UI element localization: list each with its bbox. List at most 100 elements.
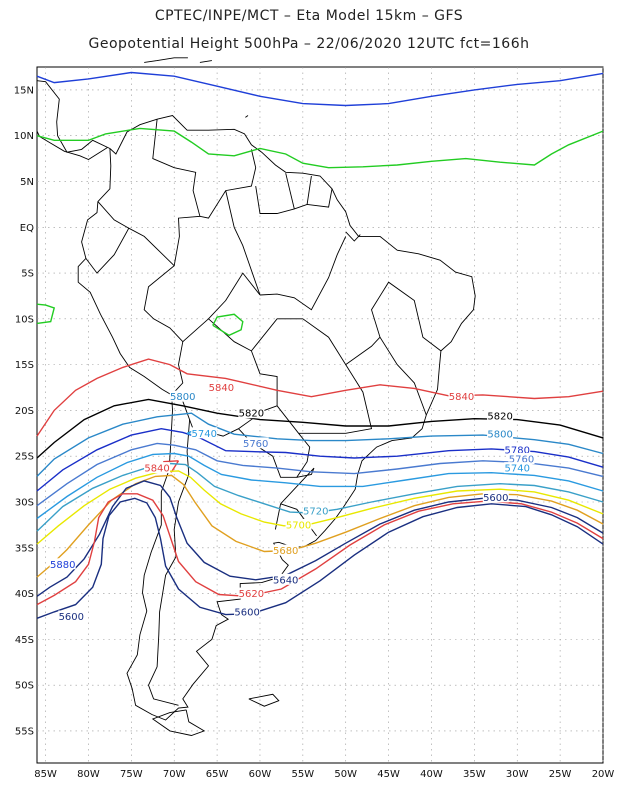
coastline-or-border (199, 60, 212, 63)
contour-label-background (487, 409, 514, 421)
contour-label-5600: 5600 (59, 612, 84, 623)
contour-label-background (482, 491, 509, 503)
contour-label-background (238, 407, 265, 419)
coastline-or-border (371, 281, 442, 416)
map-frame (36, 66, 604, 764)
lon-tick-label: 80W (77, 769, 100, 780)
contour-5620 (36, 493, 604, 606)
contour-label-5840: 5840 (144, 464, 169, 475)
contour-label-5760: 5760 (243, 439, 268, 450)
contour-label-5620: 5620 (239, 589, 264, 600)
coastline-or-border (251, 318, 381, 366)
lon-tick-label: 65W (206, 769, 229, 780)
contour-label-5820: 5820 (487, 411, 512, 422)
contour-label-5800: 5800 (487, 430, 512, 441)
coastline-or-border (245, 115, 249, 118)
lon-tick-label: 60W (249, 769, 272, 780)
coastline-or-border (148, 419, 191, 706)
contour-label-5700: 5700 (286, 520, 311, 531)
contour-label-5640: 5640 (273, 575, 298, 586)
contour-label-background (285, 518, 312, 530)
contour-5840 (36, 358, 604, 437)
contour-label-background (508, 452, 535, 464)
lat-tick-label: 25S (15, 452, 34, 463)
contour-label-background (504, 443, 531, 455)
lon-tick-label: 35W (463, 769, 486, 780)
coastline-or-border (152, 119, 201, 266)
contour-5780 (36, 427, 604, 492)
coastline-or-border (144, 57, 188, 63)
lat-tick-label: 30S (15, 498, 34, 509)
contour-label-background (272, 544, 299, 556)
contour-5720 (36, 462, 604, 532)
lat-tick-label: 35S (15, 543, 34, 554)
coastline-or-border (85, 227, 130, 274)
lat-tick-label: 5N (20, 177, 34, 188)
contour-label-5780: 5780 (505, 445, 530, 456)
coastline-or-border (306, 175, 312, 205)
contour-5880 (36, 71, 604, 107)
lon-tick-label: 50W (334, 769, 357, 780)
contour-label-background (487, 428, 514, 440)
coastline-or-border (36, 80, 111, 153)
coastline-or-border (151, 709, 206, 736)
lat-tick-label: 55S (15, 726, 34, 737)
contour-label-5740: 5740 (192, 429, 217, 440)
lon-tick-label: 25W (549, 769, 572, 780)
lat-tick-label: 45S (15, 635, 34, 646)
lat-tick-label: 15N (14, 85, 34, 96)
contour-label-background (49, 558, 76, 570)
coastline-or-border (208, 272, 261, 320)
lon-tick-label: 70W (163, 769, 186, 780)
contour-5740 (36, 452, 604, 520)
contour-label-background (169, 390, 196, 402)
lat-tick-label: 20S (15, 406, 34, 417)
lat-tick-label: 5S (21, 269, 34, 280)
contour-label-5800: 5800 (170, 392, 195, 403)
contour-label-5720: 5720 (303, 507, 328, 518)
lat-tick-label: 10N (14, 131, 34, 142)
contour-5860 (36, 303, 56, 325)
lon-tick-label: 30W (506, 769, 529, 780)
contour-label-background (191, 427, 218, 439)
contour-label-background (272, 573, 299, 585)
map-title-line2: Geopotential Height 500hPa – 22/06/2020 … (88, 36, 530, 52)
contour-label-5680: 5680 (273, 546, 298, 557)
contour-label-5820: 5820 (239, 409, 264, 420)
contour-label-background (238, 587, 265, 599)
lon-tick-label: 85W (34, 769, 57, 780)
coastline-or-border (248, 693, 280, 707)
lat-tick-label: 10S (15, 314, 34, 325)
axis-ticks: 15N 10N 5N EQ 5S 10S 15S 20S 25S 30S 35S 40S 45S 50S 5… (14, 85, 615, 780)
contour-5860 (36, 127, 604, 169)
coastline-or-border (199, 149, 257, 219)
continent-coastline (77, 115, 476, 721)
contour-label-5600: 5600 (483, 493, 508, 504)
coastline-or-border (225, 190, 261, 296)
contour-label-5880: 5880 (50, 560, 75, 571)
contour-label-background (58, 610, 85, 622)
lat-tick-label: 40S (15, 589, 34, 600)
contour-label-5840: 5840 (209, 383, 234, 394)
contour-label-5760: 5760 (509, 454, 534, 465)
contour-label-background (234, 605, 261, 617)
contour-label-5740: 5740 (505, 464, 530, 475)
lon-tick-label: 45W (377, 769, 400, 780)
lat-tick-label: 15S (15, 360, 34, 371)
contour-label-background (504, 462, 531, 474)
coastline-or-border (285, 173, 295, 210)
contour-5600 (36, 497, 604, 619)
lat-tick-label: 50S (15, 681, 34, 692)
lon-tick-label: 20W (592, 769, 615, 780)
contour-5760 (36, 442, 604, 507)
contour-label-5600: 5600 (234, 607, 259, 618)
contour-label-background (302, 505, 329, 517)
contour-label-background (208, 381, 235, 393)
lon-tick-label: 75W (120, 769, 143, 780)
contour-label-background (144, 462, 171, 474)
coastline-or-border (259, 236, 347, 311)
lon-tick-label: 40W (420, 769, 443, 780)
contour-5640 (36, 480, 604, 597)
lat-tick-label: EQ (20, 223, 34, 234)
